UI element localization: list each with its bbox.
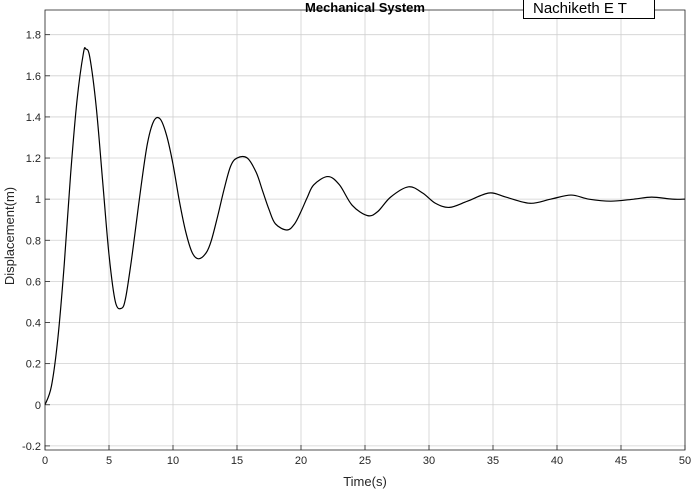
x-tick-label: 50 [679, 455, 691, 467]
y-tick-label: 0.6 [26, 276, 41, 288]
x-tick-label: 20 [295, 455, 307, 467]
y-tick-label: 0.2 [26, 359, 41, 371]
y-tick-label: 0 [35, 400, 41, 412]
chart-title: Mechanical System [305, 0, 425, 15]
y-tick-label: 0.4 [26, 318, 41, 330]
x-tick-label: 10 [167, 455, 179, 467]
x-tick-label: 0 [42, 455, 48, 467]
series-line-response [44, 47, 686, 405]
x-tick-label: 5 [106, 455, 112, 467]
y-tick-label: 1.4 [26, 112, 41, 124]
x-tick-label: 40 [551, 455, 563, 467]
x-tick-label: 45 [615, 455, 627, 467]
y-tick-label: 1.2 [26, 153, 41, 165]
axis-ticks: 0 5 10 15 20 25 30 35 40 45 50-0.200.20.40.60.811.… [22, 30, 691, 467]
y-tick-label: -0.2 [22, 441, 41, 453]
x-tick-label: 15 [231, 455, 243, 467]
y-tick-label: 1.6 [26, 71, 41, 83]
y-tick-label: 1 [35, 194, 41, 206]
x-tick-label: 25 [359, 455, 371, 467]
plot-border [44, 9, 686, 451]
x-axis-label: Time(s) [343, 474, 387, 489]
annotation-textbox: Nachiketh E T [523, 0, 655, 19]
x-tick-label: 35 [487, 455, 499, 467]
y-tick-label: 0.8 [26, 235, 41, 247]
y-tick-label: 1.8 [26, 30, 41, 42]
y-axis-label: Displacement(m) [2, 187, 17, 285]
x-tick-label: 30 [423, 455, 435, 467]
